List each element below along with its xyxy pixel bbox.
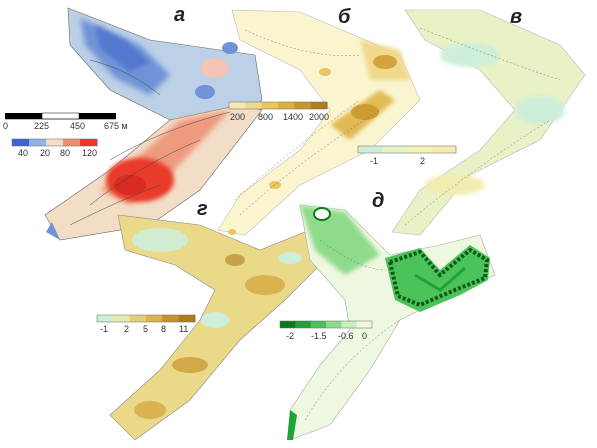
legend-v-swatch	[407, 146, 432, 153]
legend-d-tick-0: -2	[286, 331, 295, 341]
legend-g-swatch	[162, 315, 180, 322]
legend-a-tick-1: 20	[40, 148, 51, 158]
map-panel-v	[391, 9, 586, 236]
map-panel-g	[109, 214, 326, 441]
legend-g-tick-1: 2	[124, 324, 130, 334]
scale-tick-1: 225	[34, 121, 50, 131]
panel-label-v: в	[510, 6, 523, 28]
legend-d-frame	[279, 320, 373, 329]
legend-d-tick-2: -0.6	[338, 331, 354, 341]
scale-bar	[5, 112, 116, 120]
legend-b-swatch	[245, 102, 263, 109]
legend-b-bar	[228, 101, 328, 110]
legend-g-swatch	[113, 315, 131, 322]
legend-v-tick-0: -1	[370, 156, 379, 166]
legend-v-swatch	[358, 146, 383, 153]
legend-d-bar	[279, 320, 373, 329]
legend-a-tick-3: 120	[82, 148, 98, 158]
panel-label-d: д	[372, 190, 385, 212]
legend-a-swatch	[46, 139, 64, 146]
scale-tick-3: 675 м	[104, 121, 128, 131]
scale-tick-0: 0	[3, 121, 9, 131]
legend-b-swatch	[278, 102, 295, 109]
legend-b-frame	[228, 101, 328, 110]
legend-d-swatch	[295, 321, 312, 328]
legend-d-swatch	[356, 321, 373, 328]
map-panel-b	[217, 9, 421, 236]
scale-tick-2: 450	[70, 121, 86, 131]
panel-label-b: б	[338, 6, 351, 28]
legend-g-swatch	[146, 315, 163, 322]
legend-a-tick-0: 40	[18, 148, 29, 158]
legend-b-swatch	[261, 102, 279, 109]
legend-v-swatch	[382, 146, 408, 153]
legend-b-swatch	[229, 102, 246, 109]
legend-d-swatch	[280, 321, 296, 328]
legend-a-tick-2: 80	[60, 148, 71, 158]
legend-b-swatch	[294, 102, 312, 109]
legend-b-tick-0: 200	[230, 112, 246, 122]
legend-a-swatch	[63, 139, 81, 146]
legend-a-frame	[11, 138, 98, 147]
legend-g-swatch	[178, 315, 196, 322]
legend-b-swatch	[310, 102, 328, 109]
legend-d-swatch	[341, 321, 358, 328]
legend-g-tick-0: -1	[100, 324, 109, 334]
legend-d-tick-1: -1.5	[311, 331, 327, 341]
legend-a-swatch	[29, 139, 47, 146]
legend-g-bar	[96, 314, 196, 323]
legend-d-swatch	[326, 321, 342, 328]
panel-label-g: г	[197, 198, 208, 220]
legend-g-swatch	[129, 315, 147, 322]
map-panel-d	[287, 204, 496, 441]
legend-b-tick-1: 800	[258, 112, 274, 122]
legend-g-tick-3: 8	[161, 324, 167, 334]
legend-b-tick-2: 1400	[283, 112, 304, 122]
legend-g-swatch	[97, 315, 114, 322]
panel-label-a: а	[174, 4, 186, 26]
legend-d-tick-3: 0	[362, 331, 368, 341]
legend-v-bar	[357, 145, 457, 154]
legend-g-frame	[96, 314, 196, 323]
legend-a-bar	[11, 138, 98, 147]
legend-g-tick-2: 5	[143, 324, 149, 334]
legend-g-tick-4: 11	[179, 324, 189, 334]
map-panel-a	[44, 7, 263, 241]
legend-v-swatch	[431, 146, 457, 153]
legend-b-tick-3: 2000	[309, 112, 330, 122]
legend-a-swatch	[80, 139, 98, 146]
legend-v-frame	[357, 145, 457, 154]
legend-v-tick-1: 2	[420, 156, 426, 166]
legend-d-swatch	[310, 321, 327, 328]
legend-a-swatch	[12, 139, 30, 146]
